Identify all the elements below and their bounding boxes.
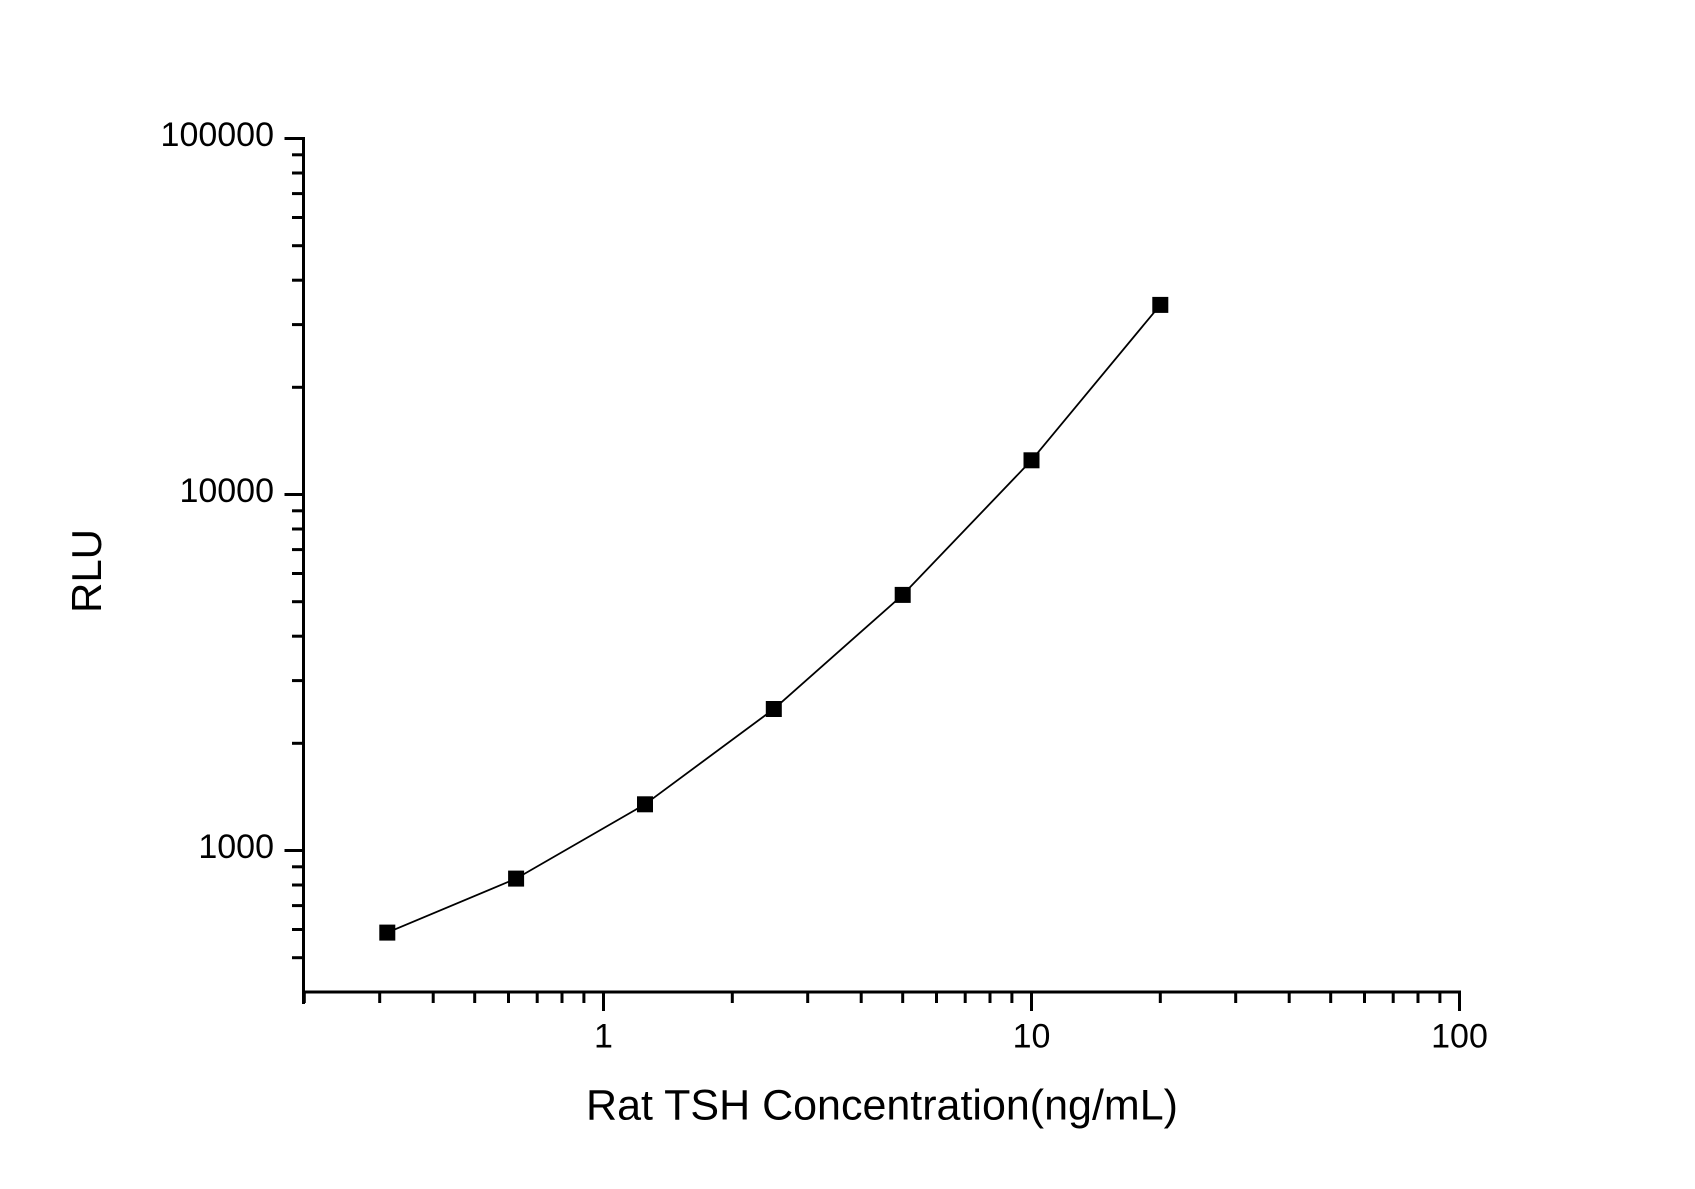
svg-text:100000: 100000	[161, 116, 274, 154]
svg-text:100: 100	[1431, 1018, 1488, 1056]
svg-text:RLU: RLU	[63, 529, 110, 613]
svg-text:10000: 10000	[179, 472, 274, 510]
svg-text:10: 10	[1013, 1018, 1051, 1056]
svg-text:1000: 1000	[198, 828, 274, 866]
svg-text:Rat TSH Concentration(ng/mL): Rat TSH Concentration(ng/mL)	[586, 1082, 1178, 1130]
svg-text:1: 1	[594, 1018, 613, 1056]
